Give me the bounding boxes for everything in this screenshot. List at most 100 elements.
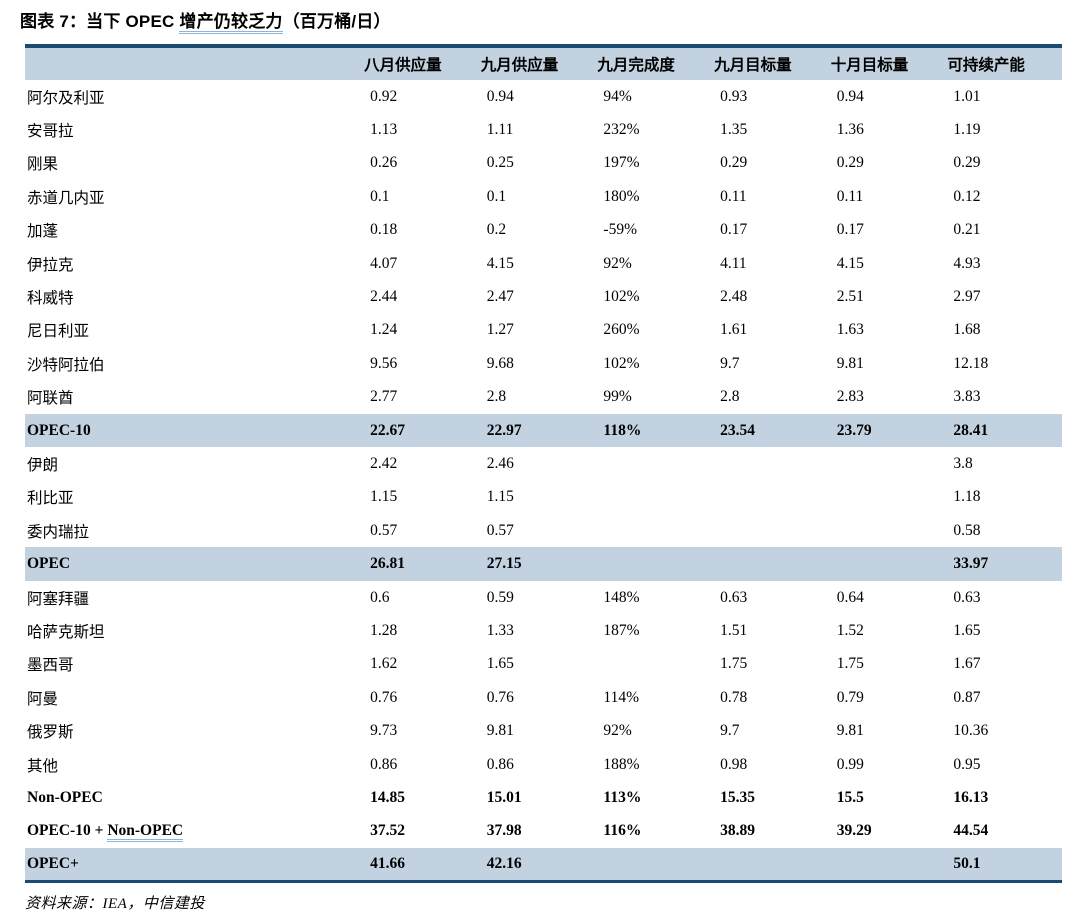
row-label: 沙特阿拉伯	[27, 356, 105, 374]
cell-value: 0.63	[720, 588, 748, 606]
cell-value: 4.15	[836, 254, 864, 272]
cell-value: 9.7	[720, 722, 740, 740]
table-row: 尼日利亚 1.24 1.27 260% 1.61 1.63 1.68	[25, 314, 1062, 347]
cell-value: 4.11	[720, 254, 747, 272]
cell-value: 23.79	[836, 421, 872, 439]
cell-value: 0.17	[836, 221, 864, 239]
cell-value	[712, 848, 829, 881]
cell-value: 0.12	[953, 187, 981, 205]
cell-value	[712, 481, 829, 514]
cell-value: 9.81	[836, 354, 864, 372]
cell-value: 39.29	[836, 822, 872, 840]
cell-value	[595, 547, 712, 580]
cell-value: 1.33	[486, 621, 514, 639]
figure-title: 图表 7：当下 OPEC 增产仍较乏力（百万桶/日）	[20, 9, 1080, 35]
cell-value: 118%	[603, 421, 642, 439]
cell-value	[595, 648, 712, 681]
cell-value	[595, 481, 712, 514]
cell-value: 1.68	[953, 321, 981, 339]
cell-value: 9.73	[370, 722, 398, 740]
cell-value: 1.13	[370, 121, 398, 139]
cell-value: 0.29	[953, 154, 981, 172]
cell-value: 15.35	[720, 788, 755, 806]
cell-value	[595, 447, 712, 480]
cell-value	[829, 547, 946, 580]
row-label: 赤道几内亚	[27, 189, 105, 207]
cell-value: 188%	[603, 755, 640, 773]
cell-value: 0.57	[370, 521, 398, 539]
cell-value: 102%	[603, 288, 640, 306]
row-label: 阿尔及利亚	[27, 89, 105, 107]
cell-value: 0.17	[720, 221, 748, 239]
cell-value: 4.93	[953, 254, 981, 272]
cell-value: 2.51	[836, 288, 864, 306]
cell-value: 2.83	[836, 388, 864, 406]
table-row: 哈萨克斯坦 1.28 1.33 187% 1.51 1.52 1.65	[25, 614, 1062, 647]
cell-value: 0.98	[720, 755, 748, 773]
figure-title-prefix: 图表 7：当下 OPEC	[20, 12, 180, 31]
cell-value: 15.5	[836, 788, 864, 806]
cell-value: 94%	[603, 87, 632, 105]
cell-value: 22.97	[486, 421, 522, 439]
column-header: 可持续产能	[947, 57, 1025, 74]
row-label: 阿曼	[27, 690, 59, 708]
table-row: 伊拉克 4.07 4.15 92% 4.11 4.15 4.93	[25, 247, 1062, 280]
row-label: 墨西哥	[27, 657, 74, 675]
cell-value	[829, 447, 946, 480]
cell-value: 0.94	[486, 87, 514, 105]
cell-value: 0.25	[486, 154, 514, 172]
cell-value: 3.8	[953, 454, 973, 472]
table-header: 八月供应量 九月供应量 九月完成度 九月目标量 十月目标量 可持续产能	[25, 46, 1062, 80]
table-row: Non-OPEC 14.85 15.01 113% 15.35 15.5 16.13	[25, 781, 1062, 814]
cell-value: 0.58	[953, 521, 981, 539]
row-label: 利比亚	[27, 490, 74, 508]
figure-title-suffix: （百万桶/日）	[282, 12, 391, 31]
row-label: 安哥拉	[27, 123, 74, 141]
table-row: 阿塞拜疆 0.6 0.59 148% 0.63 0.64 0.63	[25, 581, 1062, 614]
row-label: 阿联酋	[27, 390, 74, 408]
cell-value	[712, 447, 829, 480]
cell-value: 180%	[603, 187, 640, 205]
cell-value	[712, 514, 829, 547]
cell-value: 33.97	[953, 555, 989, 573]
cell-value: 114%	[603, 688, 640, 706]
row-label: OPEC	[27, 555, 71, 573]
cell-value: 4.07	[370, 254, 398, 272]
cell-value: 0.1	[370, 187, 390, 205]
cell-value	[829, 848, 946, 881]
cell-value: 23.54	[720, 421, 755, 439]
column-header: 十月目标量	[830, 57, 909, 74]
cell-value: 12.18	[953, 354, 989, 372]
cell-value: 0.94	[836, 87, 864, 105]
cell-value: 37.98	[486, 822, 522, 840]
cell-value: 0.99	[836, 755, 864, 773]
cell-value: 22.67	[370, 421, 406, 439]
cell-value: 38.89	[720, 822, 755, 840]
cell-value	[595, 848, 712, 881]
cell-value: 1.11	[486, 121, 514, 139]
cell-value: 0.11	[720, 187, 747, 205]
column-header: 九月供应量	[480, 57, 559, 74]
table-row: OPEC-10 22.67 22.97 118% 23.54 23.79 28.41	[25, 413, 1062, 448]
cell-value: 0.59	[486, 588, 514, 606]
table-row: 墨西哥 1.62 1.65 1.75 1.75 1.67	[25, 648, 1062, 681]
row-label: 委内瑞拉	[27, 523, 90, 541]
cell-value: 1.65	[486, 655, 514, 673]
column-header: 九月目标量	[714, 57, 792, 74]
cell-value: 2.77	[370, 388, 398, 406]
cell-value: 0.21	[953, 221, 981, 239]
cell-value: 1.51	[720, 621, 748, 639]
cell-value: 1.75	[836, 655, 864, 673]
table-row: 沙特阿拉伯 9.56 9.68 102% 9.7 9.81 12.18	[25, 347, 1062, 380]
cell-value: 2.42	[370, 454, 398, 472]
table-row: 加蓬 0.18 0.2 -59% 0.17 0.17 0.21	[25, 214, 1062, 247]
cell-value	[712, 547, 829, 580]
table-row: 伊朗 2.42 2.46 3.8	[25, 447, 1062, 480]
table-row: 委内瑞拉 0.57 0.57 0.58	[25, 514, 1062, 547]
cell-value: 1.28	[370, 621, 398, 639]
row-label: 哈萨克斯坦	[27, 623, 105, 641]
row-label: Non-OPEC	[27, 788, 103, 806]
cell-value: 0.76	[486, 688, 514, 706]
cell-value: 0.76	[370, 688, 398, 706]
table-row: OPEC-10 + Non-OPEC 37.52 37.98 116% 38.89 39.…	[25, 815, 1062, 848]
